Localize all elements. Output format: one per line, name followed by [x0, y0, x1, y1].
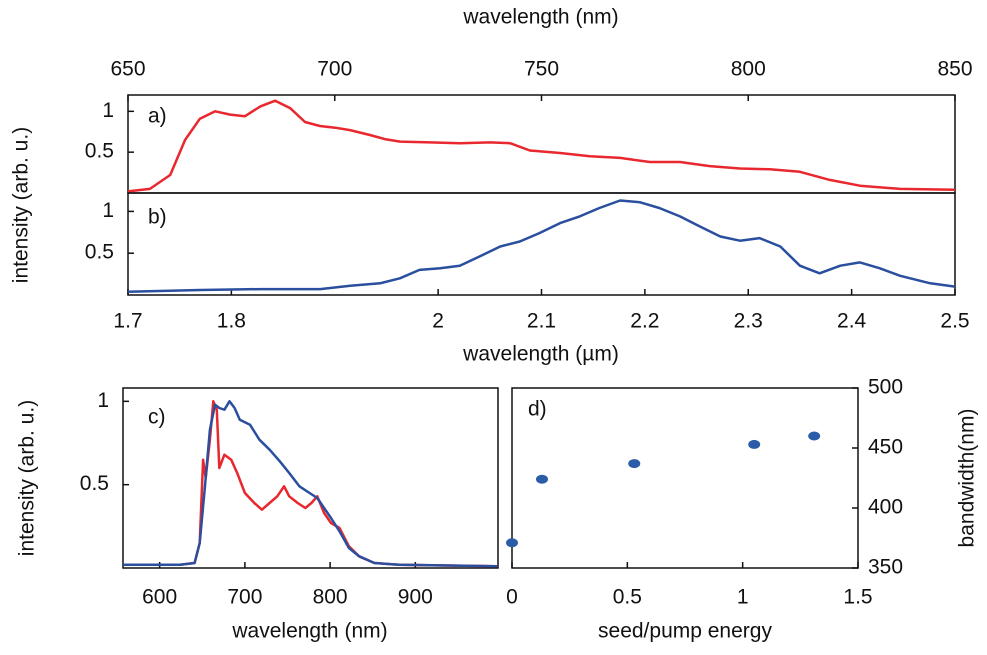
y-tick-label: 0.5 [85, 241, 114, 264]
data-point [748, 439, 761, 449]
x-tick-label: 600 [142, 586, 177, 609]
y-axis-label: intensity (arb. u.) [16, 400, 39, 556]
panel-label: a) [148, 105, 167, 128]
panel-label: c) [148, 406, 166, 429]
y-axis-label: intensity (arb. u.) [10, 127, 33, 283]
plot-frame [127, 192, 956, 296]
x-tick-label: 2.4 [837, 310, 867, 333]
x-axis-label: wavelength (nm) [462, 6, 618, 29]
x-tick-label: 700 [317, 58, 352, 81]
y-tick-label: 1 [97, 389, 109, 412]
x-tick-label: 1.5 [843, 586, 872, 609]
x-tick-label: 2.1 [527, 310, 556, 333]
x-tick-label: 2.3 [734, 310, 763, 333]
x-tick-label: 0.5 [613, 586, 642, 609]
spectrum-line [127, 99, 956, 193]
y-tick-label: 500 [868, 376, 903, 399]
data-point [535, 474, 548, 484]
y-tick-label: 1 [102, 99, 114, 122]
x-axis-label: seed/pump energy [598, 620, 772, 643]
x-tick-label: 800 [313, 586, 348, 609]
x-tick-label: 1.7 [113, 310, 142, 333]
data-point [808, 431, 821, 441]
data-point [628, 459, 641, 469]
x-tick-label: 650 [110, 58, 145, 81]
plot-frame [511, 387, 859, 569]
x-tick-label: 1.8 [217, 310, 246, 333]
x-tick-label: 700 [227, 586, 262, 609]
y-tick-label: 0.5 [80, 472, 109, 495]
panel-label: b) [148, 206, 167, 229]
plot-frame [127, 94, 956, 194]
y-axis-label: bandwidth(nm) [956, 409, 979, 548]
y-tick-label: 0.5 [85, 140, 114, 163]
x-tick-label: 2.2 [630, 310, 659, 333]
data-point [506, 538, 518, 548]
x-tick-label: 800 [731, 58, 766, 81]
spectrum-line [123, 400, 498, 568]
x-axis-label: wavelength (µm) [462, 343, 619, 366]
x-tick-label: 1 [737, 586, 749, 609]
y-tick-label: 400 [868, 496, 903, 519]
x-axis-label: wavelength (nm) [231, 620, 387, 643]
plot-frame [122, 387, 499, 569]
spectrum-line [127, 199, 956, 293]
y-tick-label: 1 [102, 199, 114, 222]
x-tick-label: 850 [937, 58, 972, 81]
x-tick-label: 2.5 [940, 310, 969, 333]
x-tick-label: 2 [432, 310, 444, 333]
x-tick-label: 750 [524, 58, 559, 81]
x-tick-label: 900 [398, 586, 433, 609]
spectrum-line [123, 400, 498, 568]
y-tick-label: 450 [868, 436, 903, 459]
y-tick-label: 350 [868, 556, 903, 579]
panel-label: d) [528, 398, 547, 421]
x-tick-label: 0 [506, 586, 518, 609]
